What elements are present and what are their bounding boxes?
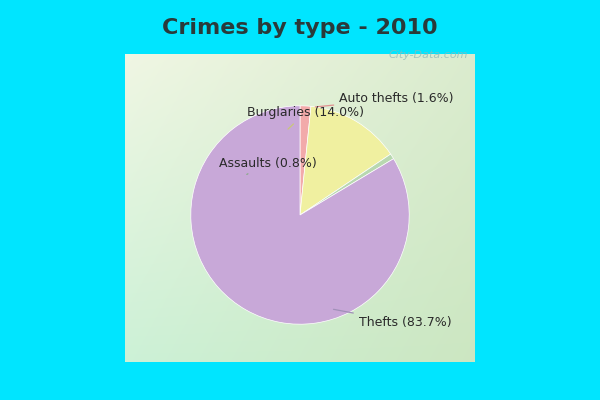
Wedge shape — [191, 106, 409, 324]
Text: Assaults (0.8%): Assaults (0.8%) — [219, 157, 317, 174]
Text: Burglaries (14.0%): Burglaries (14.0%) — [247, 106, 364, 129]
Text: City-Data.com: City-Data.com — [389, 50, 468, 60]
Wedge shape — [300, 154, 394, 215]
Text: Auto thefts (1.6%): Auto thefts (1.6%) — [316, 92, 454, 107]
Wedge shape — [300, 106, 311, 215]
Wedge shape — [300, 106, 391, 215]
Text: Thefts (83.7%): Thefts (83.7%) — [334, 309, 451, 329]
Text: Crimes by type - 2010: Crimes by type - 2010 — [162, 18, 438, 38]
